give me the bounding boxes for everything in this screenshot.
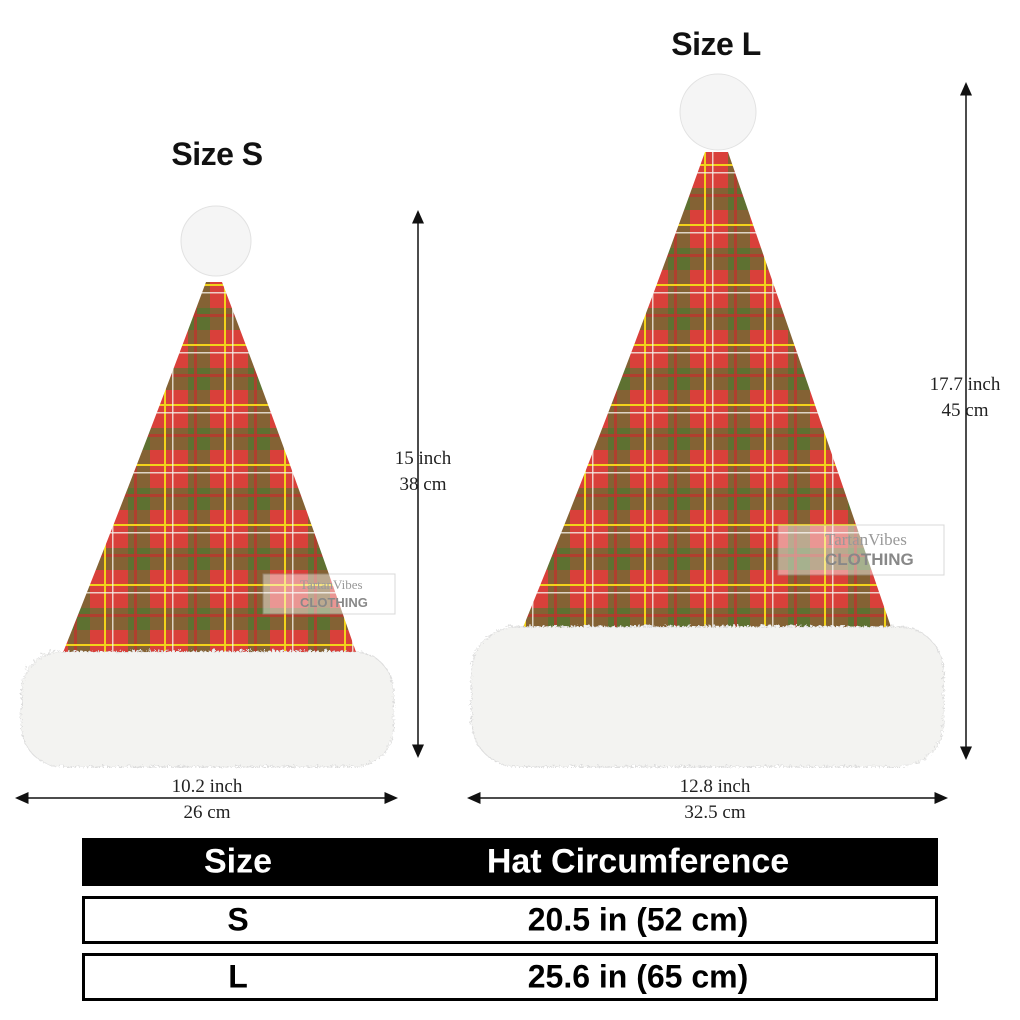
width-cm: 32.5 cm <box>684 802 746 823</box>
table-row: S 20.5 in (52 cm) <box>82 896 938 944</box>
height-inch: 17.7 inch <box>929 374 1001 395</box>
height-cm: 45 cm <box>941 400 989 421</box>
height-cm: 38 cm <box>399 474 447 495</box>
hat-s-body <box>62 282 357 655</box>
watermark-l <box>777 524 945 576</box>
hat-l-fur <box>469 624 943 766</box>
size-s-width-label: 10.2 inch 26 cm <box>172 774 243 826</box>
size-l-title: Size L <box>671 26 761 62</box>
row-size: S <box>227 901 249 938</box>
hat-s-pompom <box>180 205 252 277</box>
hat-l-body <box>522 152 892 630</box>
watermark-sub: CLOTHING <box>825 550 914 569</box>
size-s-height-label: 15 inch 38 cm <box>395 446 451 498</box>
size-l-height-label: 17.7 inch 45 cm <box>930 372 1001 424</box>
watermark-brand: TartanVibes <box>825 530 907 549</box>
hat-s-fur <box>19 649 393 766</box>
row-circumference: 25.6 in (65 cm) <box>527 958 749 995</box>
watermark-brand: TartanVibes <box>300 577 363 592</box>
height-inch: 15 inch <box>394 448 452 469</box>
row-circumference: 20.5 in (52 cm) <box>527 901 749 938</box>
size-s-title: Size S <box>171 136 263 172</box>
width-inch: 12.8 inch <box>679 776 751 797</box>
row-size: L <box>228 958 248 995</box>
width-inch: 10.2 inch <box>171 776 243 797</box>
watermark-s-text: TartanVibes CLOTHING <box>300 576 368 612</box>
watermark-sub: CLOTHING <box>300 595 368 610</box>
hat-l-pompom <box>679 73 757 151</box>
width-cm: 26 cm <box>183 802 231 823</box>
size-table-header: Size Hat Circumference <box>82 838 938 886</box>
watermark-s <box>262 573 396 615</box>
header-size: Size <box>203 842 273 881</box>
watermark-l-text: TartanVibes CLOTHING <box>825 530 914 570</box>
header-circumference: Hat Circumference <box>486 842 790 881</box>
table-row: L 25.6 in (65 cm) <box>82 953 938 1001</box>
size-l-width-label: 12.8 inch 32.5 cm <box>680 774 751 826</box>
